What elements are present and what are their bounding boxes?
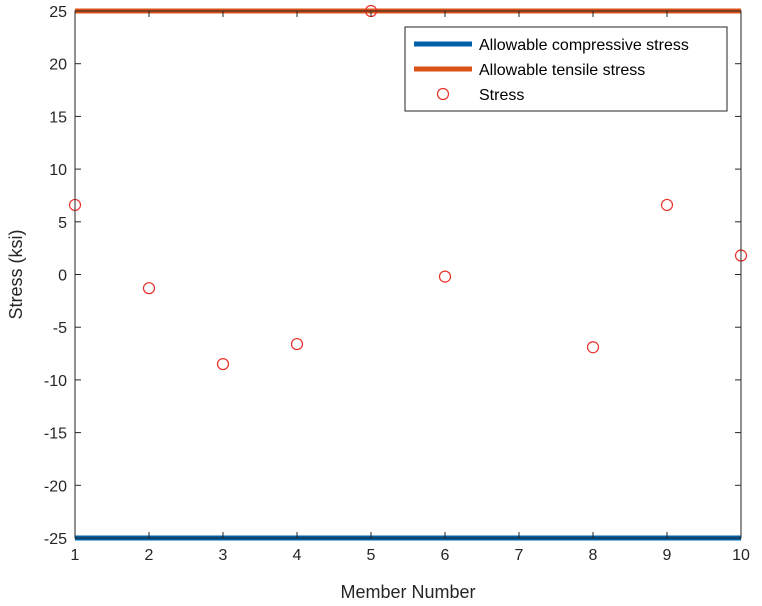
y-tick-label: 0 (58, 268, 67, 285)
y-tick-label: 5 (58, 215, 67, 232)
legend: Allowable compressive stress Allowable t… (404, 26, 728, 112)
x-tick-label: 2 (145, 547, 154, 564)
x-axis-ticks: 1 2 3 4 5 6 7 8 9 10 (71, 11, 750, 564)
y-tick-label: 25 (49, 4, 67, 21)
x-tick-label: 9 (663, 547, 672, 564)
x-tick-label: 3 (219, 547, 228, 564)
y-tick-label: -15 (44, 426, 67, 443)
x-tick-label: 1 (71, 547, 80, 564)
y-tick-label: 10 (49, 162, 67, 179)
x-tick-label: 4 (293, 547, 302, 564)
stress-point (142, 282, 156, 295)
x-tick-label: 8 (589, 547, 598, 564)
legend-stress-marker (436, 87, 450, 101)
y-axis-ticks: -25 -20 -15 -10 -5 0 5 10 15 20 25 (44, 4, 741, 548)
y-tick-label: -20 (44, 478, 67, 495)
x-tick-label: 10 (732, 547, 750, 564)
x-axis-label: Member Number (340, 582, 475, 602)
stress-point (586, 341, 600, 354)
y-tick-label: -10 (44, 373, 67, 390)
x-tick-label: 7 (515, 547, 524, 564)
stress-point (660, 198, 674, 212)
legend-compressive-label: Allowable compressive stress (479, 37, 689, 54)
y-tick-label: -5 (53, 320, 67, 337)
y-tick-label: 20 (49, 57, 67, 74)
legend-tensile-label: Allowable tensile stress (479, 62, 645, 79)
y-tick-label: -25 (44, 531, 67, 548)
stress-point (438, 270, 452, 283)
x-tick-label: 6 (441, 547, 450, 564)
x-tick-label: 5 (367, 547, 376, 564)
y-axis-label: Stress (ksi) (6, 230, 26, 320)
y-tick-label: 15 (49, 109, 67, 126)
legend-stress-label: Stress (479, 87, 524, 104)
stress-point (216, 357, 230, 371)
stress-point (290, 337, 304, 351)
